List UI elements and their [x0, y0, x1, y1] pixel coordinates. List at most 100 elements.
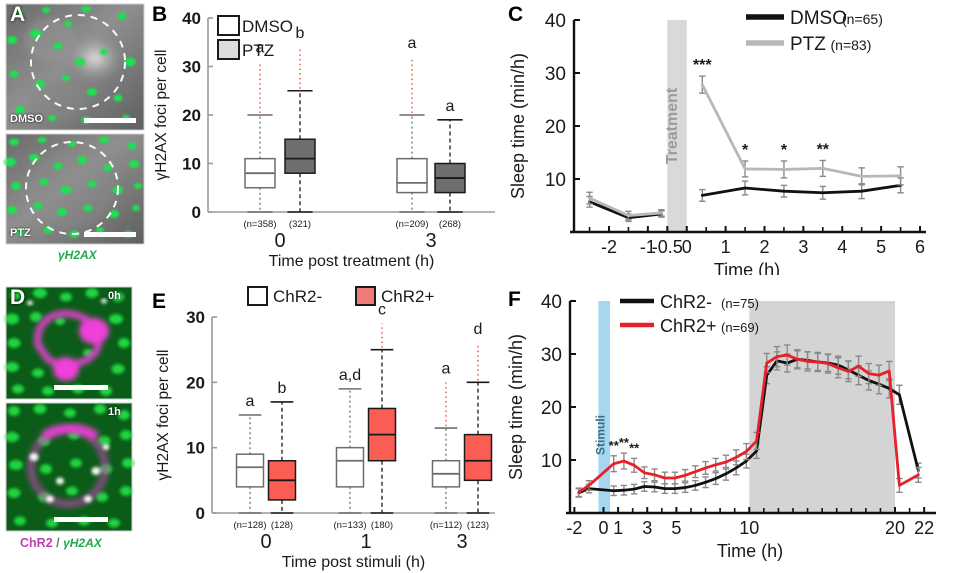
y-tick-label: 20: [541, 398, 562, 419]
y-tick-label: 40: [545, 11, 566, 32]
x-tick-label: 3: [798, 237, 808, 257]
group-tick-label: 0: [260, 531, 271, 553]
significance-marker: **: [609, 438, 620, 453]
panel-a: A: [0, 0, 150, 268]
significance-letter: c: [378, 302, 386, 319]
y-tick-label: 20: [545, 117, 566, 138]
y-tick-label: 10: [545, 170, 566, 191]
sample-size-label: (n=112): [430, 520, 462, 531]
group-tick-label: 3: [425, 230, 436, 252]
y-axis-title: Sleep time (min/h): [506, 334, 526, 480]
legend-label: ChR2-: [660, 292, 712, 312]
series-line: [700, 83, 902, 178]
panel-a-channel-label: γH2AX: [58, 248, 97, 262]
stimuli-band: [598, 301, 611, 513]
sample-size-label: (n=133): [333, 520, 366, 531]
significance-letter: a: [446, 98, 455, 115]
legend-label: ChR2-: [273, 287, 322, 306]
series-line: [577, 357, 920, 495]
x-tick-label: 3: [642, 518, 652, 538]
x-tick-label: -1: [640, 237, 656, 257]
significance-marker: **: [629, 440, 640, 455]
legend-label: PTZ: [790, 34, 826, 55]
y-tick-label: 20: [186, 373, 205, 392]
y-tick-label: 30: [541, 345, 562, 366]
x-tick-label: 0: [599, 518, 609, 538]
x-tick-label: 0: [682, 237, 692, 257]
x-tick-label: 1: [613, 518, 623, 538]
y-axis-title: Sleep time (min/h): [508, 53, 528, 199]
panel-f-legend: ChR2- (n=75) ChR2+ (n=69): [620, 292, 759, 336]
legend-n-label: (n=75): [721, 296, 759, 311]
significance-letter: a,d: [339, 367, 361, 384]
box-plot-item: [284, 47, 316, 213]
box-plot-item: [335, 388, 365, 514]
group-tick-label: 1: [360, 531, 371, 553]
x-tick-label: 4: [837, 237, 847, 257]
series-line: [577, 353, 920, 494]
sample-size-label: (180): [371, 520, 393, 531]
box-body: [284, 138, 316, 174]
significance-letter: a: [256, 40, 265, 57]
box-plot-item: [267, 401, 297, 514]
box-body: [396, 157, 428, 194]
x-tick-label: 5: [671, 518, 681, 538]
sample-size-label: (123): [467, 520, 489, 531]
panel-a-microscopy: [4, 3, 145, 245]
legend-swatch: [355, 286, 376, 306]
legend-swatch: [217, 15, 240, 36]
y-tick-label: 20: [182, 106, 201, 125]
y-tick-label: 10: [186, 439, 205, 458]
significance-letter: a: [408, 35, 417, 52]
group-tick-label: 0: [274, 230, 285, 252]
significance-letter: a: [246, 393, 255, 410]
box-body: [463, 433, 493, 482]
box-body: [235, 453, 265, 488]
significance-marker: ***: [693, 57, 712, 74]
sample-size-label: (321): [289, 219, 311, 230]
y-tick-label: 0: [196, 504, 205, 523]
legend-label: PTZ: [242, 41, 274, 60]
panel-f-label: F: [508, 288, 521, 311]
panel-d-bottom-caption: 1h: [108, 406, 121, 418]
y-tick-label: 30: [545, 64, 566, 85]
x-tick-label: 22: [914, 518, 934, 538]
panel-d-channel-caption: ChR2 / γH2AX: [20, 534, 102, 552]
box-plot-item: [463, 343, 493, 514]
legend-label: ChR2+: [381, 287, 434, 306]
box-plot-item: [396, 56, 428, 213]
y-axis-title: γH2AX foci per cell: [153, 50, 170, 181]
sample-size-label: (n=128): [233, 520, 266, 531]
significance-marker: *: [742, 142, 749, 159]
chr2-channel-label: ChR2: [20, 536, 53, 550]
y-tick-label: 40: [182, 9, 201, 28]
plot-area: Stimuli 10 20 30 40 Sleep time (min/h) -2 0 1 3 5 1…: [506, 292, 936, 561]
box-plot-item: [431, 382, 461, 514]
panel-a-label: A: [10, 3, 26, 26]
x-axis-title: Time post treatment (h): [269, 253, 435, 270]
legend-label: DMSO: [790, 8, 847, 29]
panel-e-label: E: [152, 290, 167, 313]
x-tick-label: 1: [721, 237, 731, 257]
legend-label: ChR2+: [660, 316, 717, 336]
x-axis-title: Time (h): [717, 541, 783, 561]
data-series: [575, 344, 922, 498]
x-tick-label: 5: [876, 237, 886, 257]
treatment-band: [667, 20, 687, 232]
sample-size-label: (n=209): [395, 219, 428, 230]
panel-e: E 0 10 20 30 γH2AX foci per cell a (n=128) b (12…: [150, 285, 502, 573]
y-axis-title: γH2AX foci per cell: [155, 350, 172, 481]
box-plot-item: [235, 414, 265, 514]
significance-marker: *: [781, 142, 788, 159]
sample-size-label: (128): [271, 520, 293, 531]
x-tick-label: 10: [739, 518, 759, 538]
legend-label: DMSO: [242, 17, 293, 36]
y-tick-label: 30: [186, 308, 205, 327]
legend-swatch: [247, 286, 268, 306]
sample-size-label: (n=358): [243, 219, 276, 230]
y-tick-label: 0: [192, 203, 201, 222]
legend-n-label: (n=69): [721, 320, 759, 335]
